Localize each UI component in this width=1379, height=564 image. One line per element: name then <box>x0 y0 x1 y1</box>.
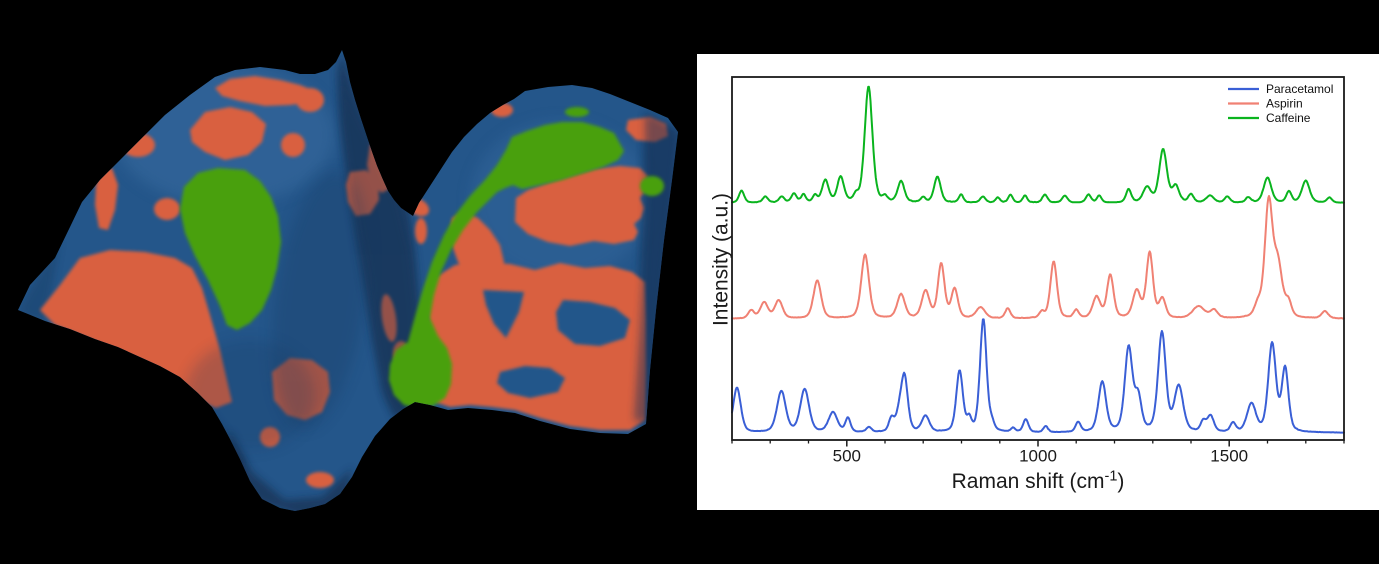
svg-text:Aspirin: Aspirin <box>1266 97 1303 111</box>
svg-text:500: 500 <box>833 447 861 466</box>
svg-text:Paracetamol: Paracetamol <box>1266 82 1333 96</box>
svg-text:Raman shift (cm-1): Raman shift (cm-1) <box>952 469 1125 494</box>
svg-text:1000: 1000 <box>1019 447 1057 466</box>
svg-text:Intensity (a.u.): Intensity (a.u.) <box>710 193 733 326</box>
svg-text:Caffeine: Caffeine <box>1266 111 1311 125</box>
svg-text:1500: 1500 <box>1210 447 1248 466</box>
